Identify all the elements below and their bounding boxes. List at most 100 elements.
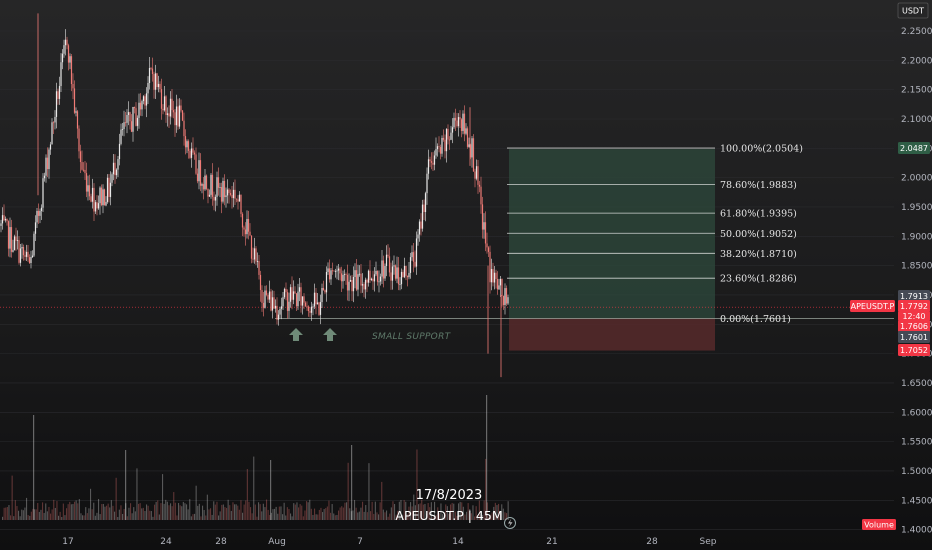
candle-body	[222, 180, 224, 202]
candle-body	[78, 128, 80, 152]
candle-body	[160, 89, 163, 109]
price-tick-label: 2.1500	[901, 86, 932, 96]
volume-bar	[16, 506, 18, 520]
candle-body	[210, 174, 212, 195]
candle-body	[216, 177, 218, 197]
candle-body	[16, 240, 19, 241]
candle-body	[417, 234, 419, 239]
price-axis[interactable]: 2.25002.20002.15002.10002.05002.00001.95…	[901, 27, 932, 536]
candle-body	[457, 117, 460, 127]
volume-bar	[366, 512, 368, 520]
volume-bar	[426, 513, 428, 520]
volume-bar	[454, 511, 456, 520]
volume-bar	[394, 504, 396, 520]
candle-body	[46, 157, 49, 170]
candle-body	[204, 175, 206, 190]
fib-label: 23.60%(1.8286)	[720, 274, 797, 285]
candle-body	[465, 128, 467, 134]
volume-bar	[306, 501, 308, 520]
volume-bar	[72, 504, 74, 520]
candle-body	[400, 271, 403, 285]
volume-bar	[102, 503, 104, 520]
volume-bar	[3, 507, 5, 520]
candle-body	[25, 251, 28, 257]
volume-bar	[379, 502, 381, 520]
candle-body	[349, 280, 352, 282]
candle-body	[139, 102, 142, 110]
volume-bar	[237, 505, 239, 520]
time-axis[interactable]: 17 24 28 Aug 7 14 21 28 Sep	[62, 537, 716, 547]
volume-bar	[286, 507, 288, 520]
price-tick-label: 1.4500	[901, 496, 932, 506]
candle-body	[162, 108, 164, 111]
candle-body	[175, 106, 178, 126]
support-label: SMALL SUPPORT	[372, 332, 452, 342]
candle-body	[109, 182, 112, 197]
price-tick-label: 2.2000	[901, 56, 932, 66]
candle-body	[426, 173, 428, 194]
volume-bar	[499, 513, 501, 520]
candle-body	[64, 39, 67, 46]
candle-body	[241, 213, 244, 228]
candle-body	[187, 141, 190, 151]
candle-body	[300, 287, 302, 306]
candle-body	[103, 189, 106, 206]
candle-body	[201, 184, 203, 186]
candle-body	[501, 278, 503, 296]
volume-bar	[450, 504, 452, 520]
volume-bar	[147, 505, 149, 520]
volume-bar	[126, 516, 128, 520]
volume-bar	[443, 515, 445, 520]
candle-body	[81, 162, 83, 170]
candle-body	[156, 73, 158, 88]
candle-body	[202, 184, 205, 190]
volume-bar	[291, 516, 293, 520]
volume-bar	[144, 511, 146, 520]
volume-bar	[142, 507, 144, 520]
candle-body	[157, 83, 160, 88]
candle-body	[153, 74, 155, 90]
candle-body	[255, 248, 257, 262]
volume-bar	[402, 514, 404, 520]
candle-body	[219, 187, 221, 188]
time-tick-label: Aug	[268, 537, 286, 547]
volume-bar	[381, 481, 383, 520]
volume-bar	[277, 513, 279, 520]
volume-bar	[493, 506, 495, 520]
candle-body	[337, 268, 340, 271]
candle-body	[60, 62, 62, 87]
time-tick-label: 28	[646, 537, 658, 547]
volume-bar	[397, 510, 399, 520]
candle-body	[358, 273, 361, 275]
volume-bar	[194, 513, 196, 520]
volume-bar	[238, 509, 240, 520]
volume-bar	[459, 501, 461, 520]
volume-bar	[110, 500, 112, 520]
volume-bar	[22, 510, 24, 520]
candle-body	[226, 189, 229, 196]
candle-body	[67, 45, 70, 63]
candle-body	[39, 210, 41, 216]
candle-body	[456, 120, 458, 127]
candle-body	[351, 280, 353, 292]
candle-body	[223, 180, 226, 198]
candle-body	[402, 271, 404, 278]
volume-bar	[198, 503, 200, 520]
volume-bar	[83, 515, 85, 520]
price-tick-label: 1.5500	[901, 438, 932, 448]
candle-body	[34, 222, 37, 234]
candle-body	[339, 268, 341, 274]
fib-label: 61.80%(1.9395)	[720, 209, 797, 220]
volume-bar	[64, 515, 66, 520]
volume-bar	[378, 514, 380, 520]
candle-body	[261, 290, 263, 303]
target-price-tag-bg	[898, 142, 930, 154]
volume-bar	[331, 504, 333, 520]
candle-body	[33, 233, 35, 256]
volume-bar	[77, 503, 79, 520]
volume-bar	[403, 499, 405, 520]
volume-bar	[216, 501, 218, 520]
candle-body	[72, 84, 74, 89]
